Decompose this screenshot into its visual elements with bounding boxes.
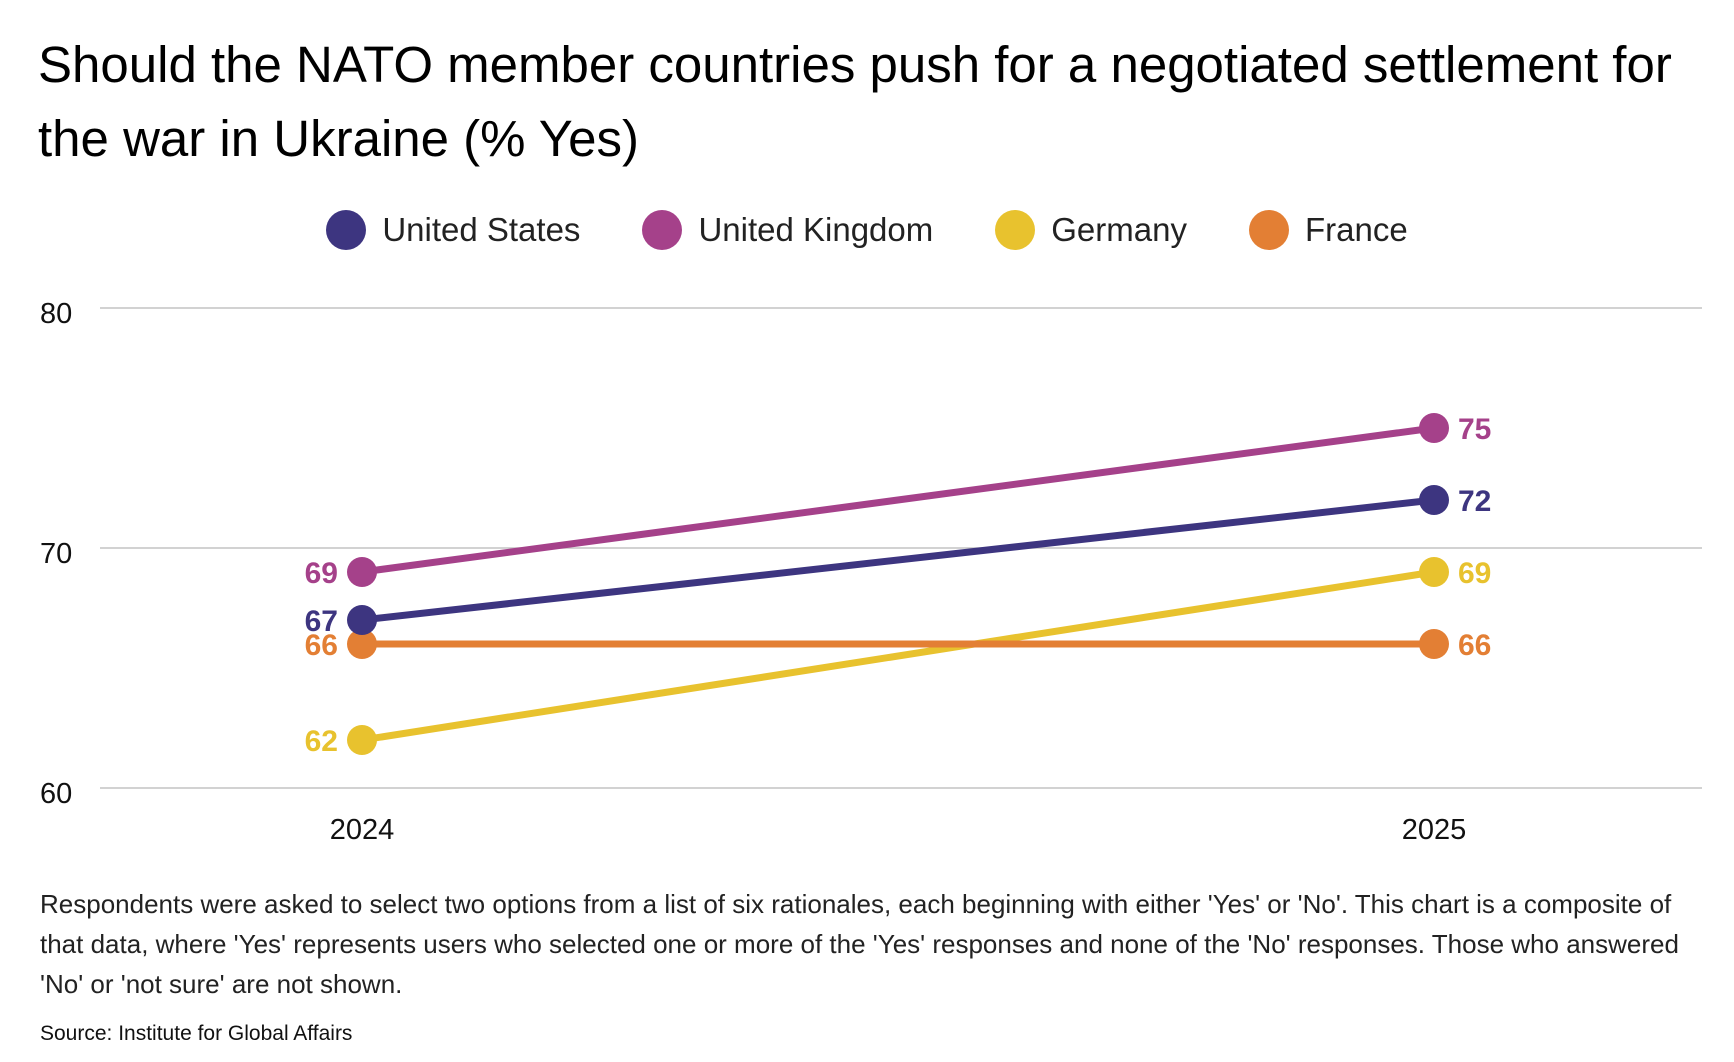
chart-source: Source: Institute for Global Affairs [40,1022,353,1045]
x-tick-label: 2025 [1402,814,1467,846]
series-line-germany [358,568,1438,744]
legend-item-germany: Germany [995,210,1187,250]
series-line-united-states [358,496,1438,624]
legend-label: United Kingdom [698,211,934,248]
legend-item-united-states: United States [326,210,580,250]
data-point-united-kingdom-2025 [1419,413,1449,443]
data-point-germany-2024 [347,725,377,755]
data-point-france-2025 [1419,629,1449,659]
data-point-united-states-2025 [1419,485,1449,515]
legend-item-france: France [1248,210,1408,250]
data-point-germany-2025 [1419,557,1449,587]
x-tick-label: 2024 [330,814,395,846]
data-point-united-states-2024 [347,605,377,635]
legend-item-united-kingdom: United Kingdom [642,210,933,250]
series-line-united-kingdom [358,424,1438,576]
data-label-united-kingdom-2025: 75 [1458,413,1491,446]
data-labels: 67 72 69 75 62 69 66 66 [305,413,1492,758]
legend-swatch [642,210,683,250]
legend: United States United Kingdom Germany France [0,200,1734,260]
legend-label: United States [382,211,581,248]
data-label-france-2025: 66 [1458,629,1491,662]
legend-swatch [995,210,1036,250]
data-label-united-states-2024: 67 [305,605,338,638]
data-label-germany-2024: 62 [305,725,338,758]
y-tick-label: 80 [40,298,72,330]
line-chart: 60 70 80 2024 2025 67 72 69 75 62 69 66 66 [40,298,1702,846]
y-tick-label: 70 [40,538,72,570]
series-lines [347,413,1449,755]
data-label-france-2024: 66 [305,629,338,662]
x-axis-ticks: 2024 2025 [330,814,1467,846]
y-axis-ticks: 60 70 80 [40,298,72,810]
gridlines [100,307,1702,789]
legend-label: Germany [1051,211,1187,248]
data-label-united-states-2025: 72 [1458,485,1491,518]
legend-swatch [326,210,367,250]
data-label-united-kingdom-2024: 69 [305,557,338,590]
data-point-united-kingdom-2024 [347,557,377,587]
y-tick-label: 60 [40,778,72,810]
chart-note: Respondents were asked to select two opt… [40,889,1679,999]
legend-swatch [1248,210,1289,250]
chart-title: Should the NATO member countries push fo… [38,36,1672,167]
data-point-france-2024 [347,629,377,659]
legend-label: France [1304,211,1408,248]
data-label-germany-2025: 69 [1458,557,1491,590]
